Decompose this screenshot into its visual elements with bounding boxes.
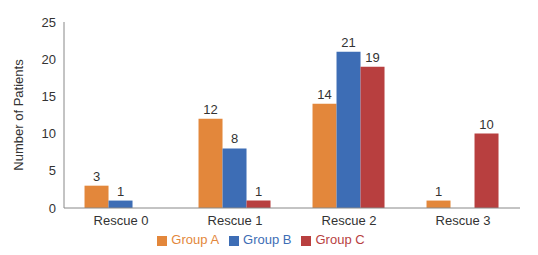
- svg-text:25: 25: [42, 15, 56, 30]
- svg-text:15: 15: [42, 89, 56, 104]
- html-text:Group B: Group B: [243, 232, 292, 247]
- html-text:Group C: Group C: [315, 232, 365, 247]
- svg-text:20: 20: [42, 52, 56, 67]
- svg-text:14: 14: [317, 87, 331, 102]
- svg-text:19: 19: [365, 50, 379, 65]
- svg-text:8: 8: [231, 131, 238, 146]
- html-text:Group A: Group A: [171, 232, 220, 247]
- svg-text:Rescue 3: Rescue 3: [436, 213, 491, 228]
- svg-text:12: 12: [203, 102, 217, 117]
- svg-text:10: 10: [479, 117, 493, 132]
- svg-text:0: 0: [49, 201, 56, 216]
- svg-text:1: 1: [117, 184, 124, 199]
- svg-text:1: 1: [255, 184, 262, 199]
- svg-text:3: 3: [93, 169, 100, 184]
- svg-text:Rescue 1: Rescue 1: [208, 213, 263, 228]
- svg-text:1: 1: [435, 184, 442, 199]
- svg-text:21: 21: [341, 35, 355, 50]
- svg-text:Rescue 0: Rescue 0: [94, 213, 149, 228]
- svg-text:Rescue 2: Rescue 2: [322, 213, 377, 228]
- svg-text:Number of Patients: Number of Patients: [11, 59, 26, 171]
- svg-text:10: 10: [42, 126, 56, 141]
- svg-text:5: 5: [49, 163, 56, 178]
